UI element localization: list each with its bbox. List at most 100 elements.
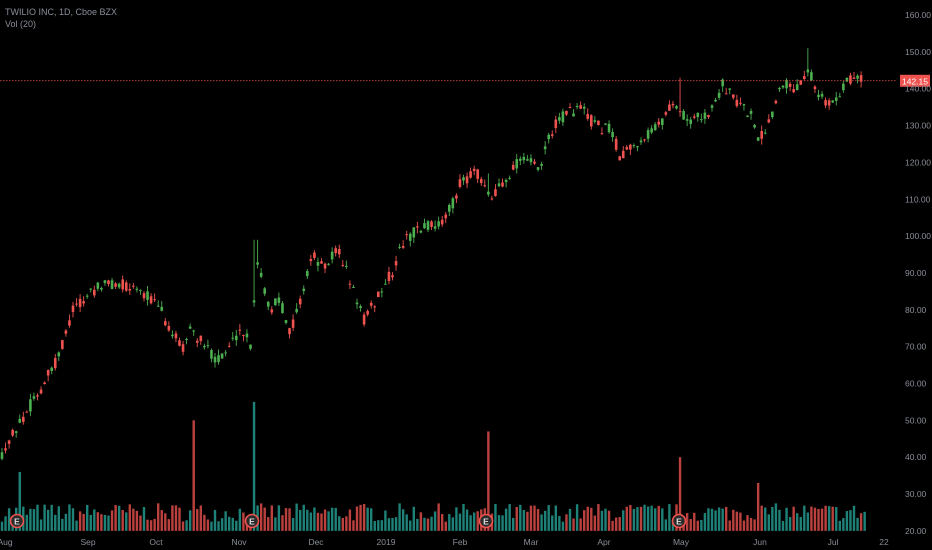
candle-body <box>107 280 110 285</box>
time-tick-label: 2019 <box>377 537 396 547</box>
volume-bar <box>125 512 128 531</box>
price-tick-label: 70.00 <box>905 342 927 352</box>
candle-body <box>739 102 742 104</box>
volume-bar <box>217 521 220 531</box>
volume-bar <box>796 513 799 531</box>
symbol-title: TWILIO INC, 1D, Cboe BZX <box>5 7 118 17</box>
candle-body <box>785 80 788 89</box>
candle-body <box>316 262 320 266</box>
candle-body <box>14 431 18 433</box>
volume-bar <box>206 519 210 531</box>
time-tick-label: 22 <box>879 537 889 547</box>
volume-bar <box>132 508 135 531</box>
volume-bar <box>401 509 405 531</box>
volume-bar <box>685 513 689 531</box>
candle-body <box>593 120 597 122</box>
volume-bar <box>263 507 266 531</box>
volume-bar <box>753 519 756 531</box>
volume-bar <box>370 508 373 531</box>
volume-bar <box>4 516 7 531</box>
volume-bar <box>756 482 760 531</box>
candle-body <box>0 452 4 459</box>
earnings-marker[interactable]: E <box>244 513 260 529</box>
volume-bar <box>164 513 167 531</box>
current-price-line: 142.15 <box>0 74 930 87</box>
candle-body <box>252 300 256 303</box>
earnings-marker[interactable]: E <box>671 513 687 529</box>
volume-bar <box>689 519 692 531</box>
candle-body <box>345 265 348 267</box>
volume-bar <box>629 505 632 531</box>
time-tick-label: Sep <box>80 537 95 547</box>
candle-body <box>249 344 252 349</box>
volume-bar <box>416 518 419 531</box>
candle-body <box>270 309 274 313</box>
candle-body <box>213 356 217 363</box>
volume-bar <box>412 506 415 531</box>
volume-bar <box>270 505 273 531</box>
volume-bar <box>100 514 103 531</box>
candle-body <box>433 226 437 229</box>
volume-bar <box>497 515 501 531</box>
volume-bar <box>607 510 611 531</box>
earnings-badge-label: E <box>676 517 682 527</box>
volume-bar <box>650 505 653 531</box>
candle-body <box>700 119 703 121</box>
candle-body <box>774 100 778 104</box>
price-tick-label: 40.00 <box>905 452 927 462</box>
candle-body <box>167 326 171 331</box>
volume-bar <box>171 505 174 531</box>
candle-body <box>590 115 593 127</box>
volume-bar <box>274 517 277 531</box>
candle-body <box>199 335 203 342</box>
volume-bar <box>817 508 820 531</box>
earnings-badge-circle <box>478 513 494 529</box>
candle-body <box>621 150 625 159</box>
volume-bar <box>693 512 696 531</box>
candle-body <box>298 298 302 305</box>
candle-body <box>423 223 426 229</box>
volume-bar <box>845 511 849 531</box>
candle-body <box>401 245 405 248</box>
volume-bar <box>25 514 29 531</box>
candle-body <box>419 230 423 233</box>
candle-body <box>391 275 394 278</box>
volume-bar <box>228 516 231 531</box>
candle-body <box>238 329 242 331</box>
candle-body <box>806 69 810 73</box>
volume-bar <box>252 401 256 531</box>
candle-body <box>373 306 377 308</box>
candle-body <box>61 340 64 349</box>
candle-body <box>206 345 210 347</box>
candle-body <box>820 93 824 97</box>
volume-bar <box>827 506 831 531</box>
candle-body <box>710 105 714 108</box>
candle-body <box>75 303 78 305</box>
candle-body <box>618 156 621 161</box>
candle-body <box>334 248 337 254</box>
candle-body <box>689 119 692 124</box>
time-axis[interactable]: Aug Sep Oct Nov Dec 2019 Feb Mar Apr May Jun Jul 22 <box>0 537 889 547</box>
volume-bar <box>774 503 778 531</box>
volume-bar <box>57 506 60 531</box>
volume-bar <box>380 520 384 531</box>
candle-body <box>834 97 838 101</box>
candle-body <box>611 132 614 138</box>
candle-body <box>444 214 448 219</box>
candle-body <box>515 159 519 169</box>
earnings-marker[interactable]: E <box>478 513 494 529</box>
volume-bar <box>188 510 192 531</box>
price-axis[interactable]: 160.00 150.00 140.00 130.00 120.00 110.00 100.… <box>905 10 931 536</box>
candle-body <box>842 83 845 91</box>
volume-bar <box>82 513 85 531</box>
candle-body <box>668 104 671 111</box>
candle-body <box>263 288 266 294</box>
candle-body <box>156 305 160 307</box>
candle-body <box>522 156 526 161</box>
price-tick-label: 20.00 <box>905 526 927 536</box>
volume-bar <box>788 517 792 531</box>
volume-bar <box>78 511 82 531</box>
earnings-marker[interactable]: E <box>9 513 25 529</box>
